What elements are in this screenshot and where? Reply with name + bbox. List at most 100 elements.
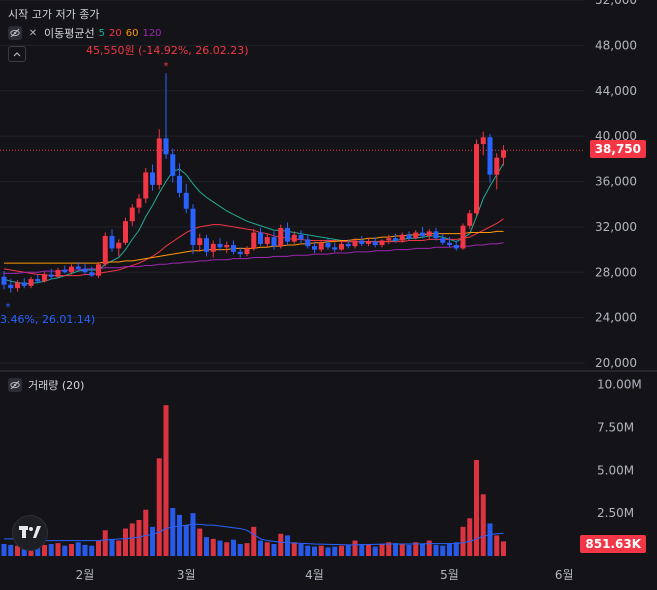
volume-bar bbox=[96, 540, 101, 556]
volume-bar bbox=[447, 544, 452, 556]
candle-body bbox=[75, 266, 81, 269]
candle-body bbox=[143, 172, 149, 199]
candle-body bbox=[352, 240, 358, 247]
candle-body bbox=[305, 239, 311, 247]
candle-body bbox=[426, 231, 432, 236]
volume-bar bbox=[359, 544, 365, 556]
volume-bar bbox=[433, 544, 439, 556]
candle-body bbox=[298, 234, 304, 240]
volume-bar bbox=[163, 405, 169, 556]
low-marker-icon: * bbox=[6, 302, 11, 313]
volume-bar bbox=[204, 537, 209, 556]
candle-body bbox=[42, 274, 47, 282]
candle-body bbox=[467, 213, 473, 226]
tradingview-logo-icon[interactable] bbox=[12, 515, 48, 551]
candle-body bbox=[156, 138, 162, 185]
candle-body bbox=[8, 284, 14, 289]
volume-bar bbox=[183, 525, 189, 556]
volume-bar bbox=[129, 523, 135, 556]
volume-bar bbox=[15, 545, 20, 556]
volume-bar bbox=[413, 542, 419, 556]
volume-bar bbox=[379, 544, 385, 556]
volume-bar bbox=[237, 544, 243, 556]
volume-bar bbox=[345, 544, 351, 556]
volume-bar bbox=[150, 526, 155, 556]
candle-body bbox=[116, 242, 122, 249]
candle-body bbox=[285, 228, 290, 242]
low-annotation: 3.46%, 26.01.14) bbox=[0, 313, 96, 326]
volume-ma-line bbox=[4, 523, 504, 546]
time-axis[interactable]: 2월 3월 4월 5월 6월 bbox=[76, 568, 574, 582]
candle-body bbox=[372, 241, 378, 246]
volume-bar bbox=[75, 542, 81, 556]
candle-body bbox=[339, 243, 344, 250]
candle-body bbox=[487, 137, 493, 175]
volume-bar bbox=[474, 460, 479, 556]
candlesticks bbox=[1, 73, 506, 293]
visibility-toggle-icon[interactable] bbox=[8, 378, 22, 392]
candle-body bbox=[89, 272, 95, 276]
ma-period-60: 60 bbox=[125, 27, 139, 39]
candle-body bbox=[109, 235, 115, 249]
volume-bar bbox=[35, 545, 41, 556]
volume-bar bbox=[62, 545, 68, 556]
volume-bar bbox=[460, 526, 466, 556]
indicator-legend[interactable]: ✕ 이동평균선 5 20 60 120 bbox=[8, 25, 162, 41]
volume-bar bbox=[42, 544, 47, 556]
volume-bar bbox=[420, 544, 425, 556]
volume-bar bbox=[318, 545, 324, 556]
volume-bar bbox=[251, 526, 257, 556]
candle-body bbox=[183, 192, 189, 209]
indicator-name: 이동평균선 bbox=[44, 27, 95, 40]
volume-bar bbox=[285, 535, 290, 556]
collapse-chevron-icon[interactable] bbox=[8, 46, 26, 62]
candle-body bbox=[312, 246, 317, 250]
candle-body bbox=[204, 238, 209, 252]
volume-bar bbox=[264, 542, 270, 556]
volume-bar bbox=[366, 544, 371, 556]
volume-bar bbox=[298, 544, 304, 556]
volume-bar bbox=[123, 528, 128, 556]
candle-body bbox=[237, 251, 243, 255]
volume-tick-label: 7.50M bbox=[597, 420, 634, 434]
candle-body bbox=[170, 154, 176, 176]
candle-body bbox=[177, 175, 182, 193]
candle-body bbox=[474, 144, 479, 214]
candle-body bbox=[28, 279, 34, 286]
candle-body bbox=[413, 232, 419, 239]
volume-bar bbox=[197, 528, 203, 556]
candle-body bbox=[271, 237, 277, 247]
candle-body bbox=[494, 157, 500, 175]
candle-body bbox=[150, 172, 155, 185]
price-axis[interactable]: 52,000 48,000 44,000 40,000 36,000 32,000 28,0… bbox=[595, 0, 637, 370]
volume-legend[interactable]: 거래량 (20) bbox=[8, 377, 84, 393]
price-tick-label: 24,000 bbox=[595, 311, 637, 325]
visibility-toggle-icon[interactable] bbox=[8, 26, 22, 40]
volume-bar bbox=[89, 545, 95, 556]
volume-bar bbox=[177, 514, 182, 556]
volume-bar bbox=[55, 543, 61, 556]
candle-body bbox=[224, 245, 230, 248]
volume-tick-label: 5.00M bbox=[597, 463, 634, 477]
volume-tick-label: 10.00M bbox=[597, 378, 642, 392]
close-icon[interactable]: ✕ bbox=[28, 27, 38, 39]
volume-title: 거래량 (20) bbox=[28, 379, 85, 392]
volume-bar bbox=[258, 540, 263, 556]
candle-body bbox=[393, 238, 398, 241]
price-tick-label: 44,000 bbox=[595, 84, 637, 98]
candle-body bbox=[258, 232, 263, 244]
candle-body bbox=[433, 231, 439, 239]
volume-bar bbox=[116, 540, 122, 556]
volume-axis[interactable]: 10.00M 7.50M 5.00M 2.50M bbox=[597, 378, 642, 521]
volume-bar bbox=[453, 542, 459, 556]
last-volume-badge: 851.63K bbox=[580, 535, 646, 553]
candle-body bbox=[501, 150, 506, 158]
volume-bar bbox=[487, 523, 493, 556]
volume-bar bbox=[156, 458, 162, 556]
candle-body bbox=[197, 238, 203, 246]
candle-body bbox=[440, 238, 446, 243]
candle-body bbox=[278, 228, 284, 247]
volume-bar bbox=[8, 544, 14, 556]
candle-body bbox=[1, 276, 7, 285]
